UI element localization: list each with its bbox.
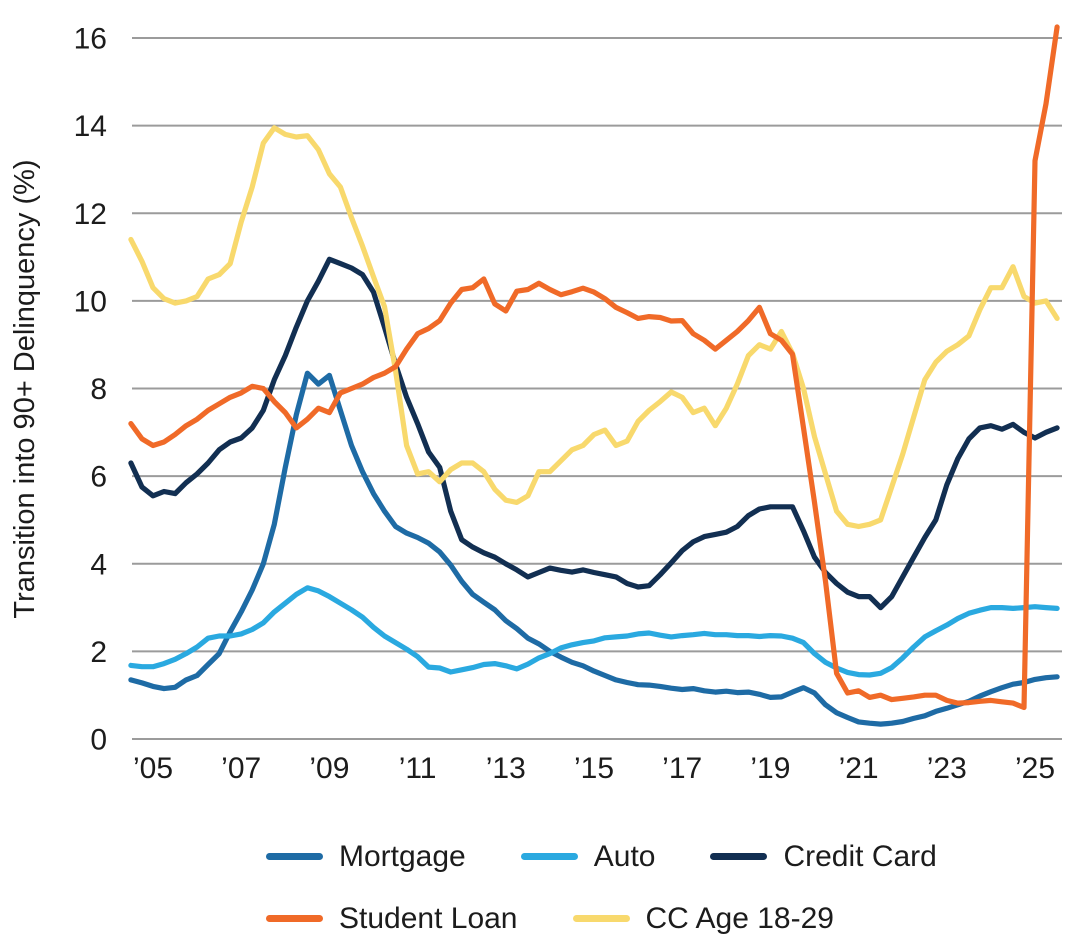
x-tick-label-2011: ’11 bbox=[399, 752, 437, 785]
y-tick-label-14: 14 bbox=[74, 110, 107, 143]
y-tick-label-12: 12 bbox=[74, 198, 107, 231]
x-tick-label-2015: ’15 bbox=[574, 752, 614, 785]
legend-item-mortgage: Mortgage bbox=[266, 840, 466, 873]
legend-swatch-icon bbox=[266, 915, 323, 922]
legend-label: Mortgage bbox=[339, 840, 466, 873]
x-tick-label-2019: ’19 bbox=[750, 752, 790, 785]
y-tick-label-8: 8 bbox=[90, 373, 107, 406]
series-line-student-loan bbox=[128, 24, 1060, 711]
series-line-credit-card bbox=[128, 256, 1060, 611]
legend-item-student-loan: Student Loan bbox=[266, 902, 518, 935]
x-tick-label-2005: ’05 bbox=[133, 752, 173, 785]
y-axis-title: Transition into 90+ Delinquency (%) bbox=[9, 159, 41, 618]
legend-row-1: Mortgage Auto Credit Card bbox=[266, 840, 937, 873]
legend-swatch-icon bbox=[266, 853, 323, 860]
legend-item-auto: Auto bbox=[520, 840, 656, 873]
series-line-mortgage bbox=[128, 370, 1060, 727]
legend-row-2: Student Loan CC Age 18-29 bbox=[266, 902, 834, 935]
legend-swatch-icon bbox=[710, 853, 768, 860]
x-tick-label-2009: ’09 bbox=[309, 752, 349, 785]
x-tick-label-2023: ’23 bbox=[927, 752, 967, 785]
legend-swatch-icon bbox=[520, 853, 578, 860]
legend-label: Credit Card bbox=[783, 840, 937, 873]
x-tick-label-2021: ’21 bbox=[839, 752, 879, 785]
legend-label: Student Loan bbox=[339, 902, 518, 935]
x-tick-label-2013: ’13 bbox=[486, 752, 526, 785]
x-tick-label-2017: ’17 bbox=[662, 752, 702, 785]
x-tick-label-2007: ’07 bbox=[221, 752, 261, 785]
y-tick-label-4: 4 bbox=[90, 548, 107, 581]
y-tick-label-0: 0 bbox=[90, 724, 107, 757]
legend-label: CC Age 18-29 bbox=[645, 902, 834, 935]
series-line-cc-age-18-29 bbox=[128, 125, 1060, 530]
y-tick-label-6: 6 bbox=[90, 461, 107, 494]
series-line-auto bbox=[128, 585, 1060, 678]
legend-item-cc-age-18-29: CC Age 18-29 bbox=[572, 902, 834, 935]
x-tick-label-2025: ’25 bbox=[1015, 752, 1055, 785]
legend-swatch-icon bbox=[572, 915, 630, 922]
legend-label: Auto bbox=[593, 840, 656, 873]
y-tick-label-2: 2 bbox=[90, 636, 107, 669]
y-tick-label-16: 16 bbox=[74, 23, 107, 56]
legend-item-credit-card: Credit Card bbox=[710, 840, 937, 873]
y-tick-label-10: 10 bbox=[74, 285, 107, 318]
